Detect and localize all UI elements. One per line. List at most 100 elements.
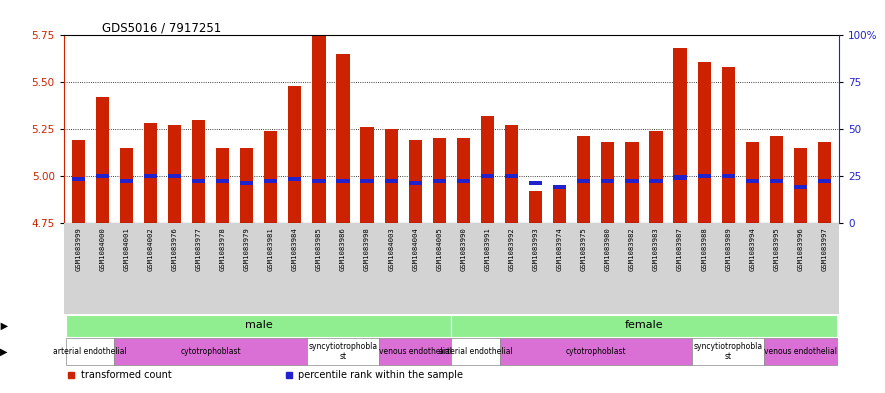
Text: GSM1084001: GSM1084001 bbox=[123, 227, 129, 271]
Bar bbox=[650, 131, 663, 222]
Bar bbox=[626, 142, 639, 222]
Bar bbox=[770, 136, 783, 222]
Text: GSM1083984: GSM1083984 bbox=[292, 227, 298, 271]
Bar bbox=[192, 179, 205, 183]
Text: GSM1083986: GSM1083986 bbox=[340, 227, 346, 271]
Text: GSM1083996: GSM1083996 bbox=[797, 227, 804, 271]
Bar bbox=[409, 181, 422, 185]
Text: GSM1083998: GSM1083998 bbox=[364, 227, 370, 271]
Bar bbox=[601, 179, 614, 183]
Bar bbox=[385, 129, 397, 222]
Bar bbox=[216, 179, 229, 183]
Bar bbox=[307, 338, 379, 365]
Text: GSM1083980: GSM1083980 bbox=[604, 227, 611, 271]
Bar bbox=[451, 315, 836, 336]
Bar bbox=[697, 62, 711, 222]
Bar bbox=[336, 54, 350, 222]
Text: GSM1083993: GSM1083993 bbox=[533, 227, 539, 271]
Bar bbox=[114, 338, 307, 365]
Bar bbox=[650, 179, 663, 183]
Text: GDS5016 / 7917251: GDS5016 / 7917251 bbox=[103, 21, 222, 34]
Bar bbox=[481, 174, 494, 178]
Bar bbox=[481, 116, 494, 222]
Bar bbox=[577, 179, 590, 183]
Text: GSM1083990: GSM1083990 bbox=[460, 227, 466, 271]
Bar bbox=[119, 148, 133, 222]
Bar bbox=[553, 185, 566, 189]
Bar bbox=[457, 138, 470, 222]
Bar bbox=[499, 338, 692, 365]
Text: syncytiotrophobla
st: syncytiotrophobla st bbox=[694, 342, 763, 361]
Bar bbox=[505, 125, 518, 222]
Bar bbox=[72, 140, 85, 222]
Text: GSM1083978: GSM1083978 bbox=[219, 227, 226, 271]
Bar bbox=[505, 174, 518, 178]
Text: GSM1083981: GSM1083981 bbox=[268, 227, 273, 271]
Bar bbox=[168, 125, 181, 222]
Bar bbox=[264, 131, 277, 222]
Bar bbox=[143, 123, 157, 222]
Text: GSM1083988: GSM1083988 bbox=[701, 227, 707, 271]
Text: GSM1084005: GSM1084005 bbox=[436, 227, 442, 271]
Text: GSM1083995: GSM1083995 bbox=[773, 227, 780, 271]
Bar bbox=[577, 136, 590, 222]
Bar bbox=[192, 119, 205, 222]
Text: cytotrophoblast: cytotrophoblast bbox=[181, 347, 241, 356]
Bar bbox=[529, 181, 543, 185]
Text: arterial endothelial: arterial endothelial bbox=[53, 347, 127, 356]
Text: GSM1083983: GSM1083983 bbox=[653, 227, 659, 271]
Text: transformed count: transformed count bbox=[81, 370, 172, 380]
Text: GSM1083992: GSM1083992 bbox=[509, 227, 514, 271]
Text: GSM1083975: GSM1083975 bbox=[581, 227, 587, 271]
Bar bbox=[385, 179, 397, 183]
Bar bbox=[746, 142, 759, 222]
Bar bbox=[336, 179, 350, 183]
Bar bbox=[794, 185, 807, 189]
Text: GSM1083987: GSM1083987 bbox=[677, 227, 683, 271]
Bar bbox=[746, 179, 759, 183]
Text: cytotrophoblast: cytotrophoblast bbox=[566, 347, 626, 356]
Bar bbox=[673, 48, 687, 222]
Text: GSM1083989: GSM1083989 bbox=[725, 227, 731, 271]
Bar bbox=[168, 174, 181, 178]
Bar bbox=[433, 179, 446, 183]
Bar bbox=[770, 179, 783, 183]
Bar bbox=[529, 191, 543, 222]
Bar bbox=[818, 142, 831, 222]
Text: GSM1083985: GSM1083985 bbox=[316, 227, 322, 271]
Bar bbox=[264, 179, 277, 183]
Text: GSM1083977: GSM1083977 bbox=[196, 227, 202, 271]
Text: GSM1084000: GSM1084000 bbox=[99, 227, 105, 271]
Bar bbox=[553, 189, 566, 222]
Bar bbox=[673, 175, 687, 180]
Bar bbox=[216, 148, 229, 222]
Bar bbox=[96, 97, 109, 222]
Bar bbox=[143, 174, 157, 178]
Bar bbox=[794, 148, 807, 222]
Bar bbox=[360, 127, 373, 222]
Bar bbox=[457, 179, 470, 183]
Bar bbox=[289, 177, 302, 182]
Bar bbox=[66, 315, 451, 336]
Bar bbox=[692, 338, 765, 365]
Bar bbox=[697, 174, 711, 178]
Text: GSM1083999: GSM1083999 bbox=[75, 227, 81, 271]
Text: venous endothelial: venous endothelial bbox=[379, 347, 451, 356]
Text: GSM1084002: GSM1084002 bbox=[148, 227, 153, 271]
Text: GSM1083991: GSM1083991 bbox=[484, 227, 490, 271]
Text: GSM1083976: GSM1083976 bbox=[172, 227, 178, 271]
Text: GSM1083982: GSM1083982 bbox=[629, 227, 635, 271]
Text: syncytiotrophobla
st: syncytiotrophobla st bbox=[309, 342, 378, 361]
Bar bbox=[818, 179, 831, 183]
Text: GSM1083997: GSM1083997 bbox=[821, 227, 827, 271]
Bar bbox=[721, 67, 735, 222]
Bar bbox=[72, 176, 85, 181]
Text: percentile rank within the sample: percentile rank within the sample bbox=[298, 370, 463, 380]
Bar bbox=[360, 179, 373, 183]
Bar bbox=[119, 179, 133, 183]
Text: female: female bbox=[625, 320, 663, 330]
Bar bbox=[96, 174, 109, 178]
Bar bbox=[451, 338, 499, 365]
Bar bbox=[240, 181, 253, 185]
Text: venous endothelial: venous endothelial bbox=[764, 347, 837, 356]
